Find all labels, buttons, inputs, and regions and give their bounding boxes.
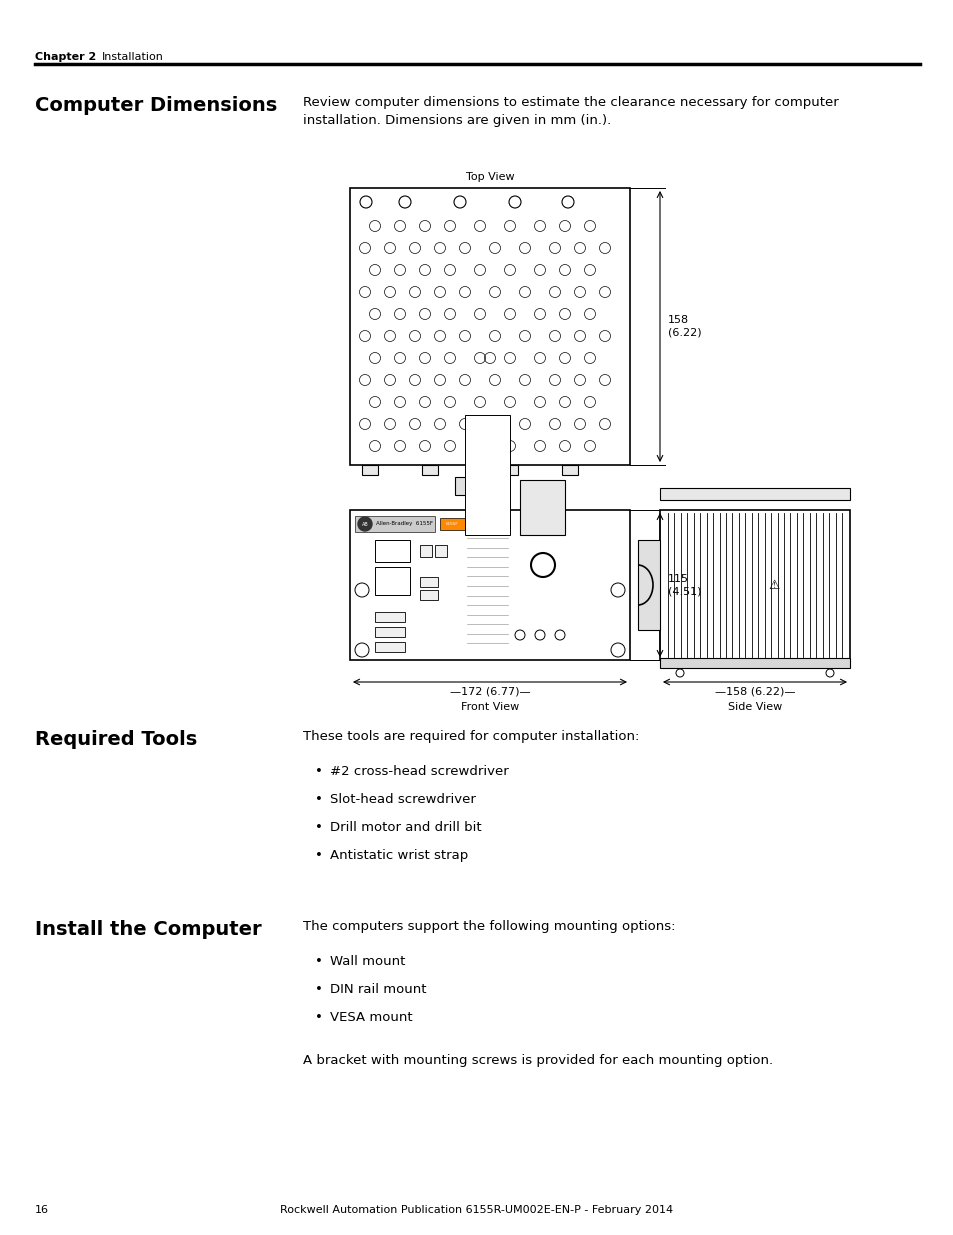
Text: Top View: Top View: [465, 172, 514, 182]
Text: Front View: Front View: [460, 701, 518, 713]
Text: #2 cross-head screwdriver: #2 cross-head screwdriver: [330, 764, 508, 778]
Text: —158 (6.22)—: —158 (6.22)—: [714, 687, 795, 697]
Text: Rockwell Automation Publication 6155R-UM002E-EN-P - February 2014: Rockwell Automation Publication 6155R-UM…: [280, 1205, 673, 1215]
Bar: [350, 188, 629, 466]
Bar: [638, 540, 659, 630]
Text: Side View: Side View: [727, 701, 781, 713]
Bar: [421, 466, 437, 475]
Bar: [361, 466, 377, 475]
Bar: [501, 466, 517, 475]
Text: 6155F: 6155F: [445, 522, 457, 526]
Text: Chapter 2: Chapter 2: [35, 52, 96, 62]
Bar: [350, 510, 629, 659]
Text: •: •: [314, 955, 322, 968]
Text: ⚠: ⚠: [767, 578, 779, 592]
Text: Antistatic wrist strap: Antistatic wrist strap: [330, 848, 468, 862]
Text: Required Tools: Required Tools: [35, 730, 197, 748]
Bar: [561, 466, 578, 475]
Text: VESA mount: VESA mount: [330, 1011, 413, 1024]
Bar: [375, 627, 405, 637]
Bar: [375, 613, 405, 622]
Bar: [455, 477, 482, 495]
Text: —172 (6.77)—: —172 (6.77)—: [449, 687, 530, 697]
Text: Drill motor and drill bit: Drill motor and drill bit: [330, 821, 481, 834]
Bar: [659, 488, 849, 500]
Bar: [375, 642, 405, 652]
Text: •: •: [314, 793, 322, 806]
Text: 158
(6.22): 158 (6.22): [667, 315, 700, 337]
Text: AB: AB: [361, 521, 368, 526]
Bar: [659, 658, 849, 668]
Text: •: •: [314, 983, 322, 995]
Text: •: •: [314, 1011, 322, 1024]
Text: 16: 16: [35, 1205, 49, 1215]
Bar: [439, 517, 464, 530]
Text: Install the Computer: Install the Computer: [35, 920, 261, 939]
Text: Slot-head screwdriver: Slot-head screwdriver: [330, 793, 476, 806]
Circle shape: [357, 517, 372, 531]
Text: •: •: [314, 848, 322, 862]
Text: Review computer dimensions to estimate the clearance necessary for computer
inst: Review computer dimensions to estimate t…: [303, 96, 838, 127]
Bar: [419, 577, 437, 587]
Bar: [659, 510, 849, 659]
Bar: [419, 545, 432, 557]
Bar: [435, 545, 447, 557]
Bar: [464, 415, 510, 535]
Bar: [419, 590, 437, 600]
Text: DIN rail mount: DIN rail mount: [330, 983, 426, 995]
Text: Wall mount: Wall mount: [330, 955, 405, 968]
Text: These tools are required for computer installation:: These tools are required for computer in…: [303, 730, 639, 743]
Text: A bracket with mounting screws is provided for each mounting option.: A bracket with mounting screws is provid…: [303, 1053, 772, 1067]
Bar: [375, 567, 410, 595]
Text: •: •: [314, 821, 322, 834]
Bar: [519, 480, 564, 535]
Bar: [355, 516, 435, 532]
Text: The computers support the following mounting options:: The computers support the following moun…: [303, 920, 675, 932]
Text: 115
(4.51): 115 (4.51): [667, 574, 700, 597]
Text: •: •: [314, 764, 322, 778]
Text: Computer Dimensions: Computer Dimensions: [35, 96, 277, 115]
Text: Allen-Bradley  6155F: Allen-Bradley 6155F: [376, 521, 433, 526]
Text: Installation: Installation: [102, 52, 164, 62]
Bar: [375, 540, 410, 562]
